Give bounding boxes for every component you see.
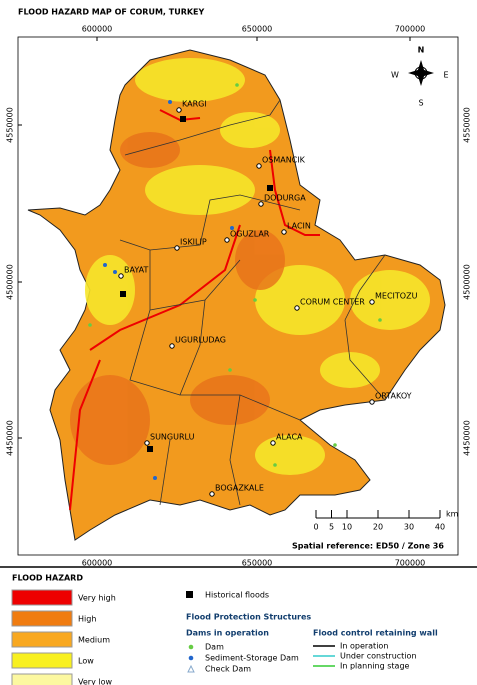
y-coordinate-label: 4450000: [6, 420, 15, 456]
low-hazard-areas: [85, 58, 430, 475]
district-borders: [119, 99, 386, 506]
wall-label: Under construction: [340, 652, 417, 661]
scale-label: 40: [435, 523, 445, 532]
place-marker: [281, 229, 287, 235]
dam-swatch: [188, 644, 194, 650]
y-coordinate-label: 4550000: [6, 107, 15, 143]
place-label: DODURGA: [264, 194, 306, 203]
place-label: ORTAKOY: [375, 392, 412, 401]
place-marker: [118, 273, 124, 279]
compass: N E S W: [391, 46, 448, 108]
scale-label: 20: [373, 523, 383, 532]
y-coordinate-label: 4450000: [463, 420, 472, 456]
title: FLOOD HAZARD MAP OF CORUM, TURKEY: [18, 8, 205, 17]
hazard-swatch: [11, 589, 73, 606]
scale-label: 30: [404, 523, 414, 532]
x-coordinate-label: 600000: [82, 559, 113, 568]
x-coordinate-label: 700000: [395, 559, 426, 568]
spatial-reference: Spatial reference: ED50 / Zone 36: [292, 542, 444, 551]
hazard-label: High: [78, 615, 96, 624]
dam-label: Check Dam: [205, 665, 251, 674]
place-label: ALACA: [276, 433, 303, 442]
hazard-swatch: [11, 673, 73, 685]
hazard-label: Low: [78, 657, 94, 666]
hazard-label: Very low: [78, 678, 112, 685]
hazard-title: FLOOD HAZARD: [12, 574, 83, 583]
place-marker: [176, 107, 182, 113]
place-marker: [294, 305, 300, 311]
compass-n: N: [418, 46, 425, 55]
place-label: BOGAZKALE: [215, 484, 264, 493]
dam-label: Dam: [205, 643, 224, 652]
historical-floods-label: Historical floods: [205, 591, 269, 600]
x-coordinate-label: 650000: [242, 559, 273, 568]
wall-label: In planning stage: [340, 662, 410, 671]
compass-w: W: [391, 71, 399, 80]
hazard-label: Very high: [78, 594, 116, 603]
map-body: [27, 49, 446, 541]
place-label: BAYAT: [124, 266, 148, 275]
hazard-swatch: [11, 610, 73, 627]
place-label: KARGI: [182, 100, 207, 109]
hazard-swatch: [11, 631, 73, 648]
place-marker: [270, 440, 276, 446]
place-marker: [256, 163, 262, 169]
place-label: OGUZLAR: [230, 230, 270, 239]
wall-label: In operation: [340, 642, 388, 651]
historical-flood-markers: [120, 116, 273, 452]
place-marker: [258, 201, 264, 207]
place-marker: [369, 399, 375, 405]
place-marker: [174, 245, 180, 251]
x-coordinate-label: 700000: [395, 25, 426, 34]
y-coordinate-label: 4500000: [6, 264, 15, 300]
compass-s: S: [418, 99, 423, 108]
rivers: [69, 109, 320, 511]
hazard-swatch: [11, 652, 73, 669]
historical-floods-swatch: [186, 591, 193, 598]
place-label: UGURLUDAG: [175, 336, 226, 345]
y-coordinate-label: 4550000: [463, 107, 472, 143]
place-marker: [224, 237, 230, 243]
scale-label: 10: [342, 523, 352, 532]
dam-swatch: [188, 655, 194, 661]
place-label: OSMANCIK: [262, 156, 306, 165]
x-coordinate-label: 650000: [242, 25, 273, 34]
place-marker: [209, 491, 215, 497]
dam-swatch: [187, 664, 195, 673]
x-coordinate-label: 600000: [82, 25, 113, 34]
place-marker: [144, 440, 150, 446]
dams-title: Dams in operation: [186, 629, 269, 638]
place-label: MECITOZU: [375, 292, 418, 301]
place-label: LACIN: [287, 222, 311, 231]
scale-unit: km: [446, 510, 459, 519]
place-label: CORUM CENTER: [300, 298, 365, 307]
structures-title: Flood Protection Structures: [186, 613, 311, 622]
place-marker: [369, 299, 375, 305]
sediment-dam-markers: [103, 100, 234, 480]
walls-title: Flood control retaining wall: [313, 629, 438, 638]
dam-markers: [88, 83, 382, 467]
scale-label: 5: [329, 523, 334, 532]
place-marker: [169, 343, 175, 349]
place-label: SUNGURLU: [150, 433, 195, 442]
dam-label: Sediment-Storage Dam: [205, 654, 299, 663]
high-hazard-areas: [70, 132, 285, 465]
place-label: ISKILIP: [180, 238, 207, 247]
hazard-label: Medium: [78, 636, 110, 645]
compass-e: E: [443, 71, 448, 80]
y-coordinate-label: 4500000: [463, 264, 472, 300]
scale-label: 0: [313, 523, 318, 532]
